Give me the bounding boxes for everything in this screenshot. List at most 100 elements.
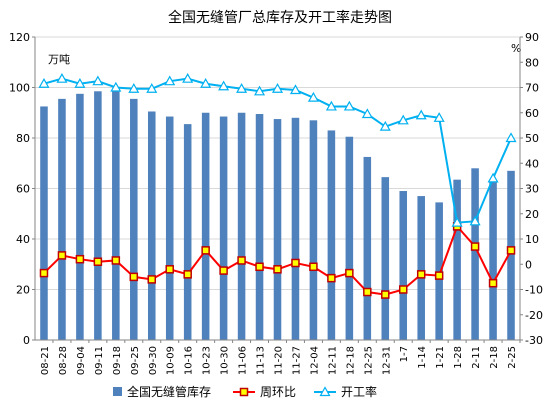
- x-tick-label: 09-25: [130, 346, 141, 375]
- x-tick-label: 11-06: [238, 346, 249, 375]
- x-tick-label: 10-30: [220, 346, 231, 375]
- legend-swatch-wow-marker: [239, 387, 249, 397]
- wow-marker: [165, 265, 174, 274]
- wow-marker: [398, 285, 408, 294]
- axes: 0 20 40 60 80 100 120 -30 -20 -10 0 10 20 30 40 50 60 70 8…: [9, 31, 543, 375]
- x-tick-label: 09-18: [112, 346, 123, 375]
- right-axis-unit: %: [511, 42, 521, 55]
- utilization-marker: [451, 216, 463, 227]
- right-tick-label: -30: [525, 334, 543, 347]
- bar: [399, 191, 408, 340]
- utilization-marker: [56, 72, 68, 83]
- x-tick-label: 10-23: [202, 346, 213, 375]
- left-tick-label: 120: [9, 31, 30, 44]
- x-tick-label: 1-7: [399, 346, 410, 362]
- bar: [327, 130, 336, 340]
- wow-marker: [434, 271, 444, 280]
- legend-label-inventory: 全国无缝管库存: [127, 384, 211, 399]
- utilization-marker: [433, 112, 445, 122]
- x-tick-label: 10-16: [184, 346, 195, 375]
- wow-marker: [219, 266, 228, 275]
- wow-marker: [309, 262, 318, 272]
- x-tick-label: 11-20: [274, 346, 285, 375]
- wow-marker: [470, 242, 480, 251]
- bar: [453, 179, 461, 340]
- legend-label-utilization: 开工率: [341, 384, 377, 399]
- wow-marker: [506, 246, 516, 255]
- right-tick-label: 20: [525, 208, 539, 221]
- utilization-marker: [74, 77, 86, 88]
- left-tick-label: 60: [16, 183, 30, 196]
- legend: 全国无缝管库存 周环比 开工率: [113, 384, 377, 399]
- bar: [489, 179, 497, 340]
- wow-marker: [291, 258, 300, 268]
- bar-series: [40, 88, 515, 340]
- bar: [435, 202, 443, 340]
- right-tick-label: 70: [525, 82, 539, 95]
- utilization-marker: [469, 215, 481, 226]
- wow-marker: [416, 270, 426, 279]
- left-tick-label: 40: [16, 233, 30, 246]
- bar: [273, 119, 282, 340]
- x-tick-label: 12-18: [345, 346, 356, 375]
- utilization-marker: [200, 77, 212, 88]
- bar: [291, 117, 300, 340]
- bar: [94, 91, 102, 340]
- utilization-marker: [505, 132, 517, 143]
- right-tick-label: -10: [525, 284, 543, 297]
- right-tick-label: 10: [525, 233, 539, 246]
- wow-marker: [147, 275, 157, 284]
- utilization-marker: [38, 77, 50, 88]
- right-tick-label: 90: [525, 31, 539, 44]
- bar: [40, 106, 48, 340]
- wow-marker: [75, 254, 85, 264]
- x-tick-label: 12-31: [381, 346, 392, 375]
- wow-marker: [488, 278, 498, 288]
- x-tick-label: 09-30: [148, 346, 159, 375]
- utilization-marker: [218, 80, 230, 91]
- left-tick-label: 20: [16, 284, 30, 297]
- wow-marker: [93, 257, 103, 266]
- wow-marker: [111, 256, 121, 265]
- wow-marker: [129, 272, 139, 282]
- utilization-marker: [182, 72, 194, 83]
- left-tick-label: 0: [23, 334, 30, 347]
- x-tick-label: 2-18: [489, 346, 500, 369]
- bar: [309, 120, 318, 340]
- wow-marker: [237, 256, 246, 265]
- wow-marker: [327, 273, 336, 283]
- wow-marker: [255, 262, 264, 272]
- bar: [219, 116, 228, 340]
- x-tick-label: 08-21: [40, 346, 51, 375]
- chart-title: 全国无缝管厂总库存及开工率走势图: [168, 9, 392, 26]
- utilization-marker: [325, 100, 337, 111]
- utilization-marker: [307, 91, 319, 102]
- right-tick-label: 30: [525, 183, 539, 196]
- x-tick-label: 09-11: [94, 346, 105, 375]
- utilization-marker: [343, 100, 355, 111]
- bar: [417, 196, 425, 340]
- utilization-marker: [271, 83, 284, 93]
- utilization-marker: [236, 83, 248, 93]
- bar: [255, 114, 264, 340]
- bar: [201, 112, 210, 340]
- x-tick-label: 11-27: [291, 346, 302, 375]
- left-axis-unit: 万吨: [48, 53, 70, 66]
- x-tick-label: 08-28: [58, 346, 69, 375]
- x-tick-label: 09-04: [76, 346, 87, 375]
- utilization-marker: [397, 114, 409, 125]
- utilization-marker: [92, 75, 104, 86]
- bar: [345, 136, 354, 340]
- utilization-marker: [128, 83, 140, 93]
- line-series: [38, 72, 517, 299]
- left-tick-label: 80: [16, 132, 30, 145]
- x-tick-label: 1-28: [453, 346, 464, 369]
- bar: [507, 170, 515, 340]
- left-tick-label: 100: [9, 82, 30, 95]
- legend-label-wow: 周环比: [260, 385, 296, 399]
- x-tick-label: 10-09: [166, 346, 177, 375]
- bar: [381, 177, 390, 340]
- wow-marker: [363, 287, 372, 297]
- bar: [76, 93, 84, 340]
